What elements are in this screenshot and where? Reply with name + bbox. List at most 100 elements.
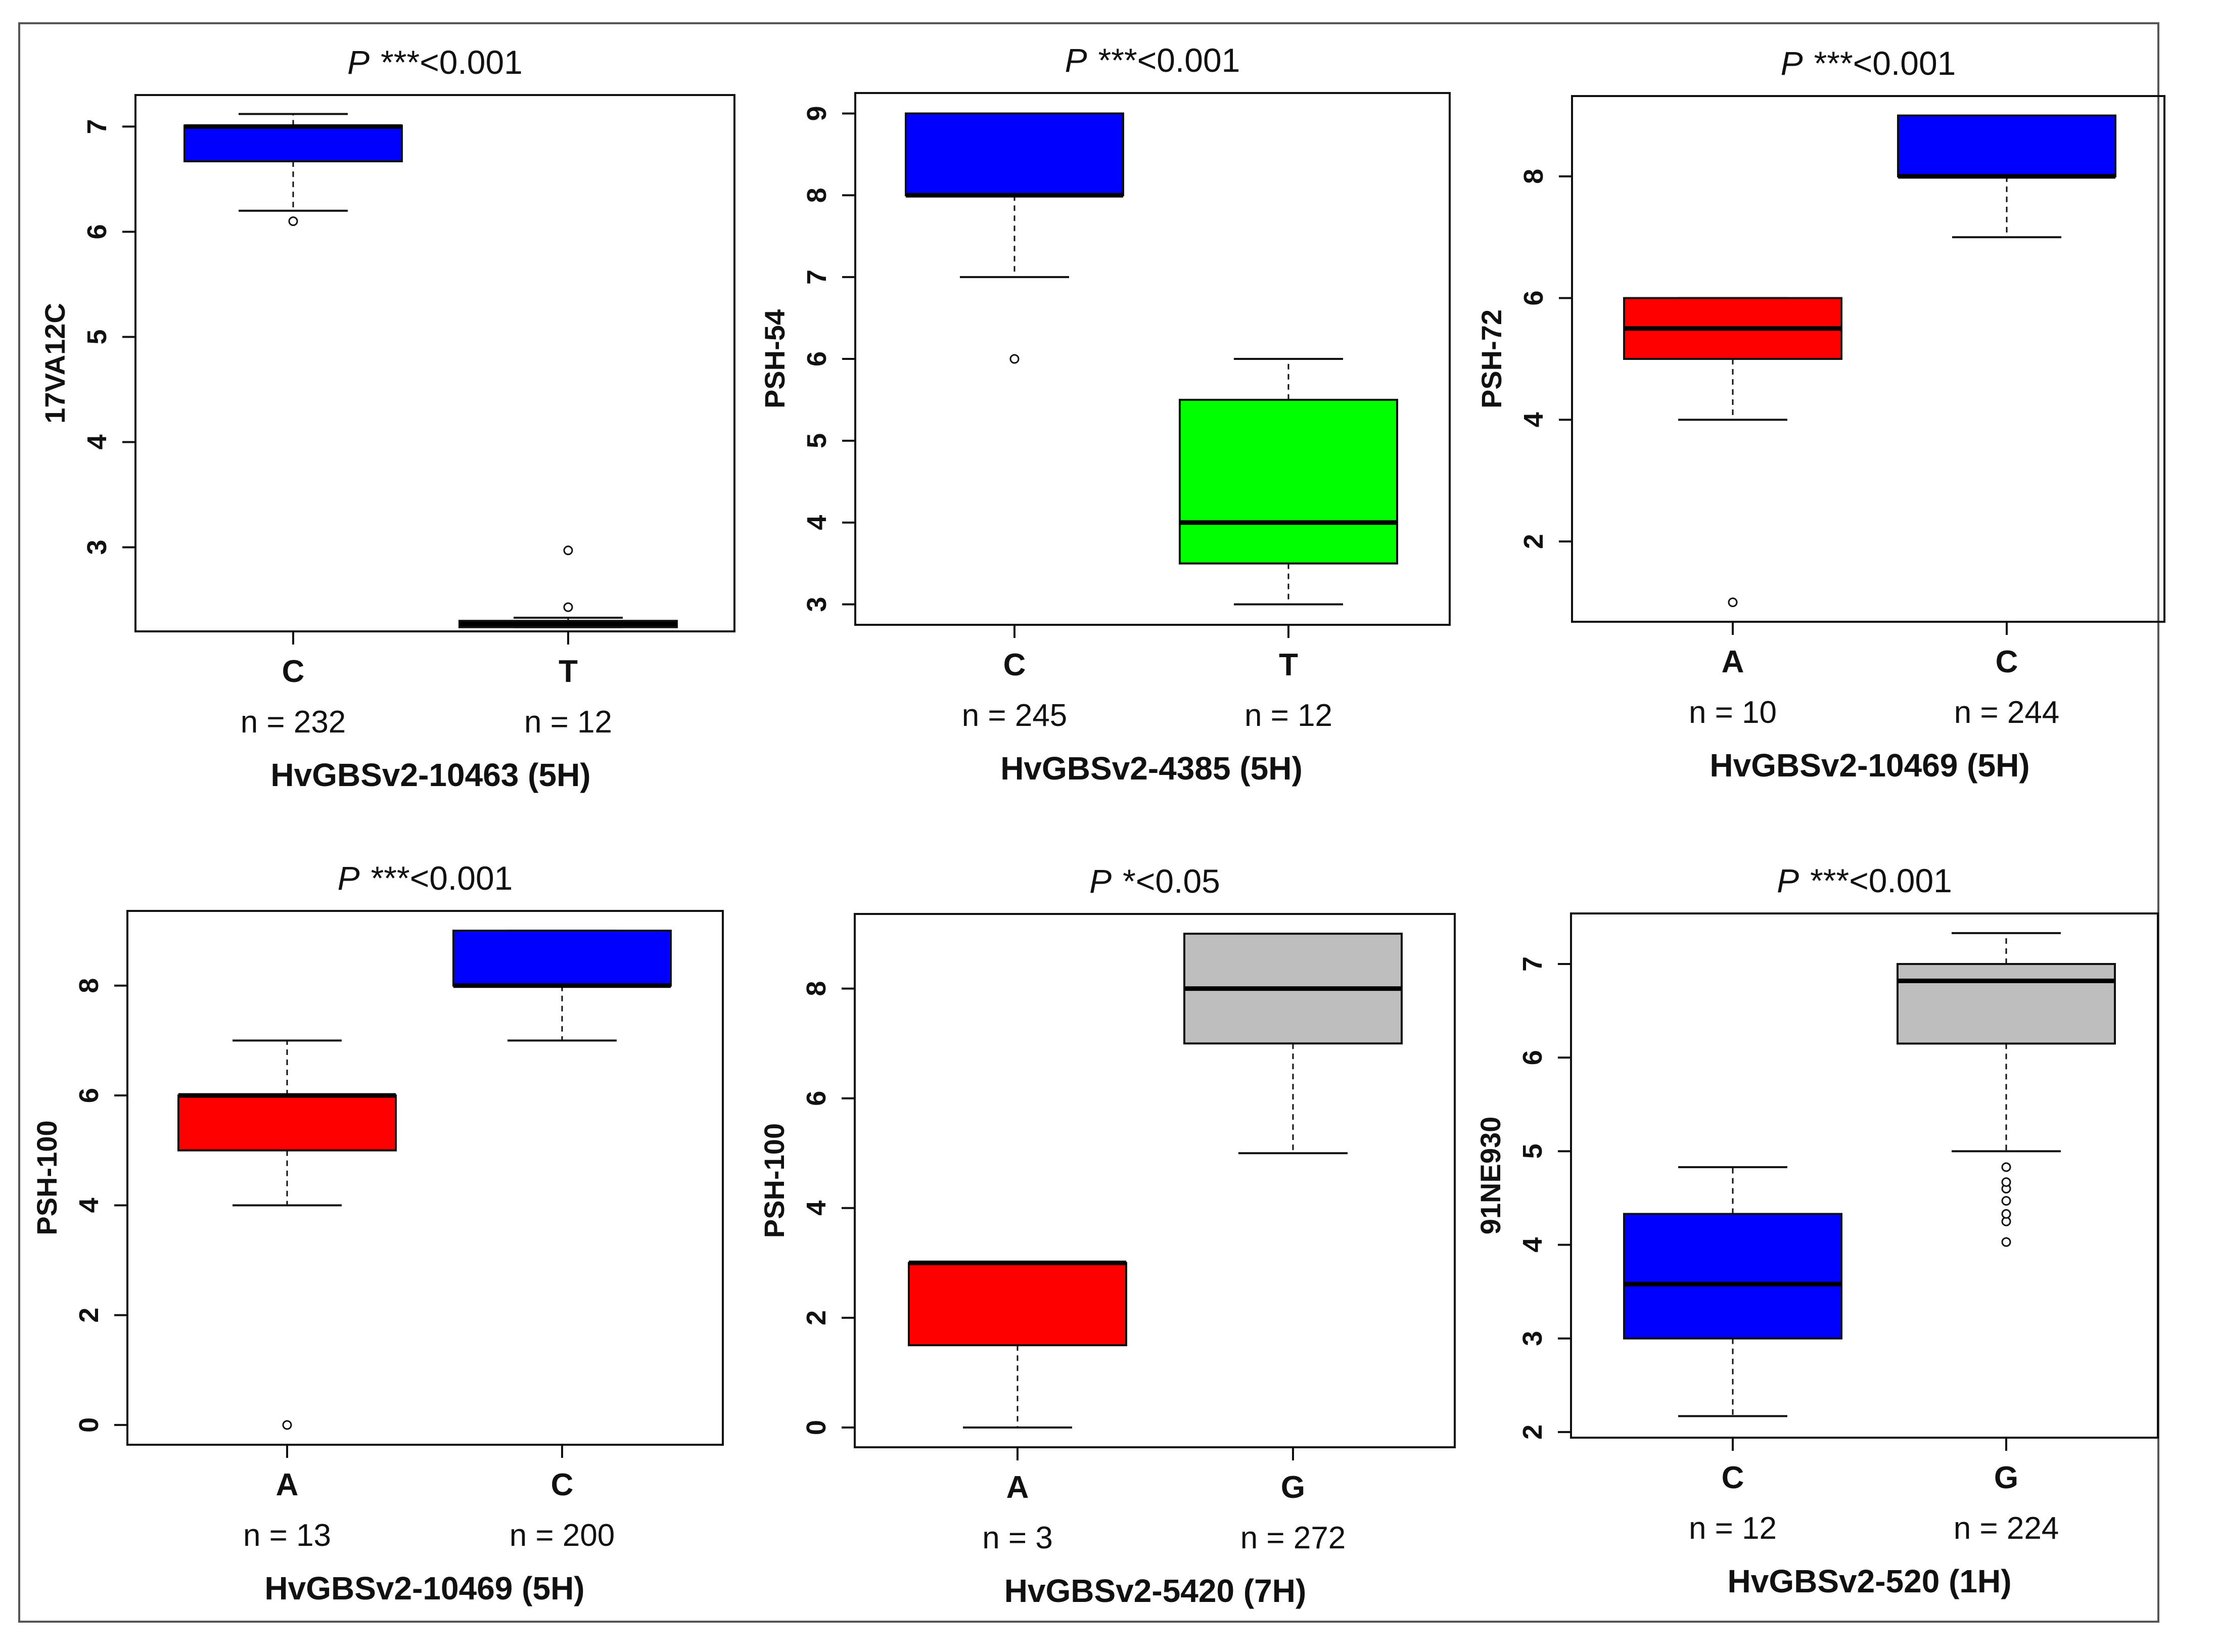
sample-size-label: n = 200 [510,1518,615,1553]
box-C [452,930,672,987]
p-symbol: P [347,43,370,81]
category-label: C [1722,1460,1744,1495]
y-tick-label: 4 [801,1201,832,1216]
y-tick-label: 3 [802,597,832,612]
significance-stars: *** [371,859,410,897]
category-label: C [1003,648,1026,682]
box-C [905,112,1124,197]
outlier-point [2001,1196,2011,1206]
y-axis-label: PSH-100 [758,1123,790,1238]
category-label: C [551,1467,574,1502]
box-A [908,1262,1127,1347]
p-symbol: P [1777,862,1799,899]
significance-threshold: <0.001 [1137,41,1240,79]
outlier-point [1728,597,1738,607]
y-tick-label: 5 [802,433,832,448]
box-C [1623,1213,1842,1340]
y-tick-label: 2 [1518,534,1549,549]
y-axis-label: PSH-100 [31,1120,63,1235]
box-C [183,124,403,163]
y-tick-label: 7 [82,119,112,134]
y-tick-label: 5 [82,329,112,344]
panel-6: P ***<0.001 2 3 4 5 6 7 91NE930 Cn = 12 Gn = 224 Hv… [1474,862,2159,1599]
p-symbol: P [1781,44,1803,82]
outlier-point [2001,1177,2011,1187]
marker-label: HvGBSv2-10463 (5H) [270,757,590,793]
y-tick-label: 9 [802,106,832,121]
y-tick-label: 8 [1518,169,1549,184]
y-axis-label: 91NE930 [1474,1117,1506,1235]
sample-size-label: n = 12 [524,705,612,740]
marker-label: HvGBSv2-10469 (5H) [1710,747,2029,784]
y-tick-label: 4 [802,515,832,530]
panel-title: P ***<0.001 [1781,44,1956,82]
plot-area [854,92,1451,626]
sample-size-label: n = 232 [241,705,346,740]
box-G [1897,962,2116,1045]
plot-area [134,94,735,632]
y-tick-label: 6 [802,351,832,366]
y-tick-label: 4 [1517,1237,1548,1253]
y-tick-label: 4 [1518,412,1549,427]
y-tick-label: 0 [801,1420,832,1435]
category-label: C [282,654,305,689]
box-T [1179,398,1398,565]
y-tick-label: 3 [1517,1331,1548,1346]
box-A [177,1094,397,1152]
outlier-point [563,545,573,556]
p-symbol: P [1065,41,1087,79]
significance-stars: *** [381,43,420,81]
panel-4: P ***<0.001 0 2 4 6 8 PSH-100 An = 13 Cn = 200 HvG… [31,859,724,1607]
outlier-point [288,216,298,226]
panel-title: P ***<0.001 [1777,862,1952,899]
y-tick-label: 3 [82,540,112,555]
plot-area [1570,912,2159,1439]
marker-label: HvGBSv2-4385 (5H) [1000,750,1303,787]
panel-2: P ***<0.001 3 4 5 6 7 8 9 PSH-54 Cn = 245 Tn = 12 Hv… [759,41,1451,787]
marker-label: HvGBSv2-5420 (7H) [1004,1573,1307,1609]
panel-5: P *<0.05 0 2 4 6 8 PSH-100 An = 3 Gn = 272 HvGBSv2… [758,862,1456,1609]
panel-title: P ***<0.001 [347,43,523,81]
y-tick-label: 2 [1517,1425,1548,1440]
outlier-point [2001,1237,2011,1247]
sample-size-label: n = 272 [1240,1521,1346,1555]
sample-size-label: n = 13 [243,1518,331,1553]
y-tick-label: 4 [82,435,112,450]
panel-title: P *<0.05 [1089,862,1220,900]
category-label: T [1279,648,1298,682]
category-label: G [1281,1470,1305,1505]
y-tick-label: 2 [74,1308,104,1323]
category-label: A [276,1467,299,1502]
sample-size-label: n = 245 [962,698,1068,733]
y-tick-label: 0 [74,1417,104,1433]
significance-threshold: <0.001 [420,43,523,81]
outlier-point [282,1420,292,1430]
marker-label: HvGBSv2-520 (1H) [1728,1563,2012,1599]
significance-stars: *** [1814,44,1853,82]
y-tick-label: 5 [1517,1143,1548,1159]
panel-title: P ***<0.001 [338,859,513,897]
y-tick-label: 2 [801,1310,832,1325]
significance-stars: *** [1810,862,1849,899]
category-label: G [1994,1460,2018,1495]
y-tick-label: 8 [801,981,832,996]
outlier-point [2001,1162,2011,1172]
outlier-point [2001,1209,2011,1219]
p-symbol: P [1089,862,1112,900]
plot-area [854,913,1456,1448]
sample-size-label: n = 244 [1954,695,2060,730]
p-symbol: P [338,859,360,897]
category-label: T [559,654,578,689]
panel-title: P ***<0.001 [1065,41,1240,79]
significance-threshold: <0.001 [410,859,513,897]
marker-label: HvGBSv2-10469 (5H) [264,1570,584,1607]
y-axis-label: PSH-54 [759,309,791,408]
category-label: A [1006,1470,1029,1505]
sample-size-label: n = 3 [982,1521,1053,1555]
significance-stars: * [1123,862,1136,900]
sample-size-label: n = 224 [1954,1511,2059,1546]
plot-area [126,910,724,1446]
y-tick-label: 4 [74,1198,104,1213]
y-tick-label: 6 [1518,291,1549,306]
y-tick-label: 6 [82,224,112,239]
